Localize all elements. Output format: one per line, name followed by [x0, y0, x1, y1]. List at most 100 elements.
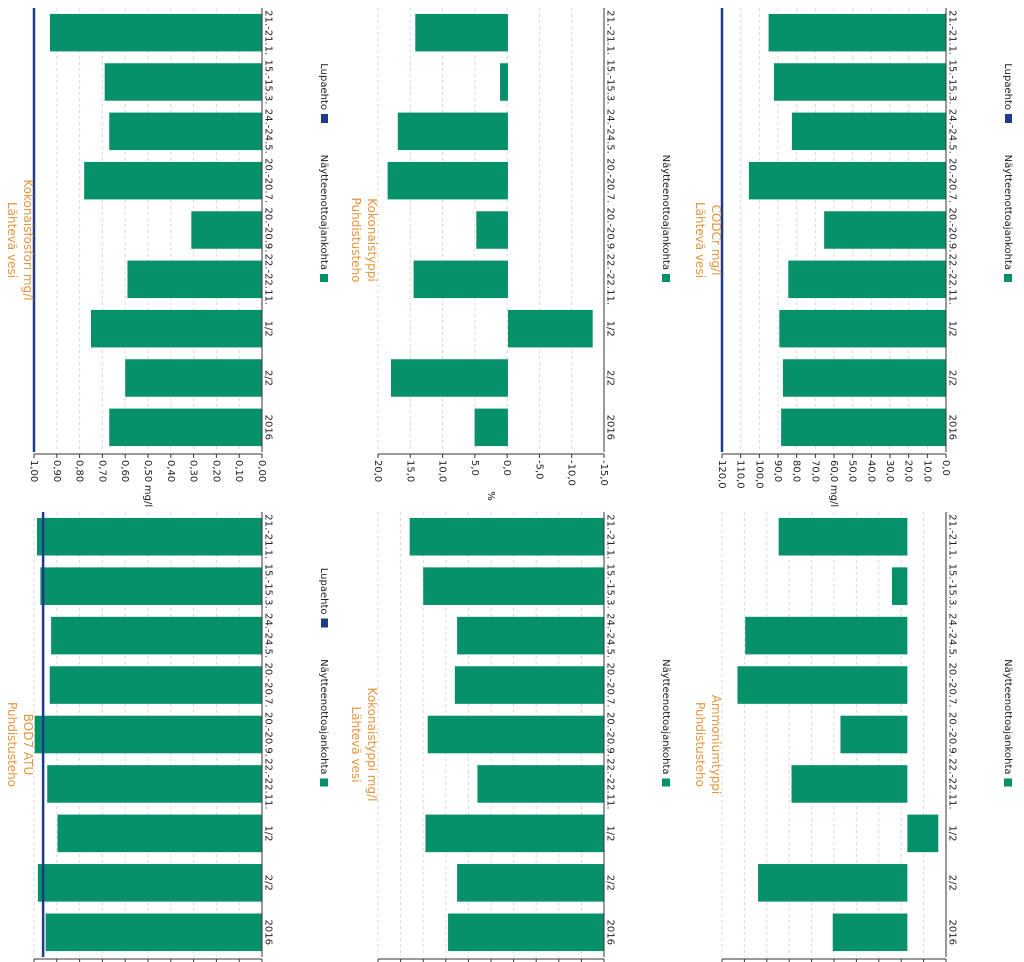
legend-label: Lupaehto [1002, 63, 1013, 110]
category-label: 2016 [263, 920, 274, 945]
category-label: 2016 [605, 920, 616, 945]
category-label: 1/2 [947, 825, 958, 841]
bar [57, 814, 262, 853]
category-label: 22.-22.11. [947, 254, 958, 305]
chart-kokp: 21.-21.1. 15.-15.3. 24.-24.5. 20.-20.7. 20.-… [5, 8, 329, 507]
category-label: 1/2 [605, 825, 616, 841]
chart-bod7: 21.-21.1. 15.-15.3. 24.-24.5. 20.-20.7. 20.-… [5, 512, 329, 962]
bar [791, 112, 946, 151]
value-label: 0,0 [940, 460, 951, 476]
bar [781, 408, 946, 447]
legend-label: Lupaehto [318, 63, 329, 110]
category-label: 2/2 [263, 875, 274, 891]
legend-label: Näytteenottoajankohta [660, 155, 671, 270]
bar [390, 359, 508, 397]
category-label: 21.-21.1. [947, 514, 958, 559]
bar [477, 765, 604, 803]
chart-nh4: 21.-21.1. 15.-15.3. 24.-24.5. 20.-20.7. 20.-… [693, 512, 1013, 962]
category-label: 2/2 [947, 370, 958, 386]
bar [737, 666, 908, 704]
category-label: 15.-15.3. [263, 60, 274, 105]
category-label: 1/2 [263, 825, 274, 841]
category-label: 21.-21.1. [263, 514, 274, 559]
value-label: 0,90 [51, 460, 62, 482]
value-label: 110,0 [735, 460, 746, 489]
category-label: 24.-24.5. [947, 613, 958, 658]
category-label: 22.-22.11. [947, 758, 958, 809]
bar [49, 666, 263, 704]
legend-swatch-limit [321, 618, 328, 628]
chart-title: Kokonaistyppi mg/l [365, 688, 379, 802]
category-label: 20.-20.7. [263, 158, 274, 203]
bar [415, 13, 508, 52]
value-label: 0,00 [256, 460, 267, 482]
bar [387, 161, 508, 200]
bar [454, 666, 604, 704]
category-label: 2/2 [947, 875, 958, 891]
chart-title: Kokonaisfosfori mg/l [21, 179, 35, 300]
category-label: 20.-20.9. [605, 208, 616, 253]
category-label: 21.-21.1. [947, 10, 958, 55]
chart-title: Puhdistusteho [693, 702, 707, 787]
bar [91, 309, 262, 348]
category-label: 20.-20.7. [263, 663, 274, 708]
value-label: 0,50 [142, 460, 153, 482]
chart-title: Puhdistusteho [349, 197, 363, 282]
chart-title: Ammoniumtyppi [709, 695, 723, 795]
bar [907, 814, 939, 853]
bar [788, 260, 946, 299]
value-label: 0,10 [233, 460, 244, 482]
value-label: 15,0 [404, 460, 415, 482]
bar [457, 864, 604, 902]
bar [109, 112, 263, 151]
legend-swatch [662, 778, 670, 787]
value-label: 30,0 [884, 460, 895, 482]
legend-swatch-limit [1005, 114, 1012, 123]
legend-swatch [320, 778, 328, 787]
bar [832, 913, 908, 952]
bar [427, 715, 604, 754]
bar [745, 616, 908, 655]
legend-swatch-limit [321, 114, 328, 123]
bar [423, 567, 604, 605]
bar [891, 567, 908, 605]
category-label: 20.-20.9. [947, 208, 958, 253]
category-label: 2/2 [263, 370, 274, 386]
legend-label: Näytteenottoajankohta [1002, 659, 1013, 774]
axis-label: % [485, 491, 496, 501]
value-label: 90,0 [772, 460, 783, 482]
legend-label: Näytteenottoajankohta [660, 659, 671, 774]
category-label: 1/2 [263, 321, 274, 337]
value-label: 120,0 [716, 460, 727, 489]
value-label: 60,0 [828, 460, 839, 482]
value-label: 70,0 [809, 460, 820, 482]
bar [457, 616, 604, 655]
chart-title: Lähtevä vesi [349, 706, 363, 782]
bar [840, 715, 908, 754]
bar [507, 309, 593, 348]
chart-kokn_l: 21.-21.1. 15.-15.3. 24.-24.5. 20.-20.7. 20.-… [349, 512, 671, 962]
category-label: 2016 [947, 920, 958, 945]
bar [476, 211, 508, 249]
value-label: -10,0 [566, 460, 577, 486]
bar [782, 359, 946, 397]
category-label: 15.-15.3. [947, 60, 958, 105]
bar [779, 309, 946, 348]
bar [748, 161, 946, 200]
legend-swatch [1004, 274, 1012, 282]
value-label: 0,40 [165, 460, 176, 482]
value-label: 0,30 [188, 460, 199, 482]
bar [45, 913, 263, 952]
value-label: 10,0 [921, 460, 932, 482]
chart-title: Puhdistusteho [5, 702, 19, 787]
legend-swatch [1004, 778, 1012, 787]
value-label: 0,80 [74, 460, 85, 482]
bar [778, 517, 908, 556]
chart-title: BOD7 ATU [21, 714, 35, 776]
bar [49, 13, 263, 52]
category-label: 20.-20.7. [947, 158, 958, 203]
bar [448, 913, 604, 952]
bar [109, 408, 263, 447]
chart-title: Lähtevä vesi [693, 202, 707, 278]
